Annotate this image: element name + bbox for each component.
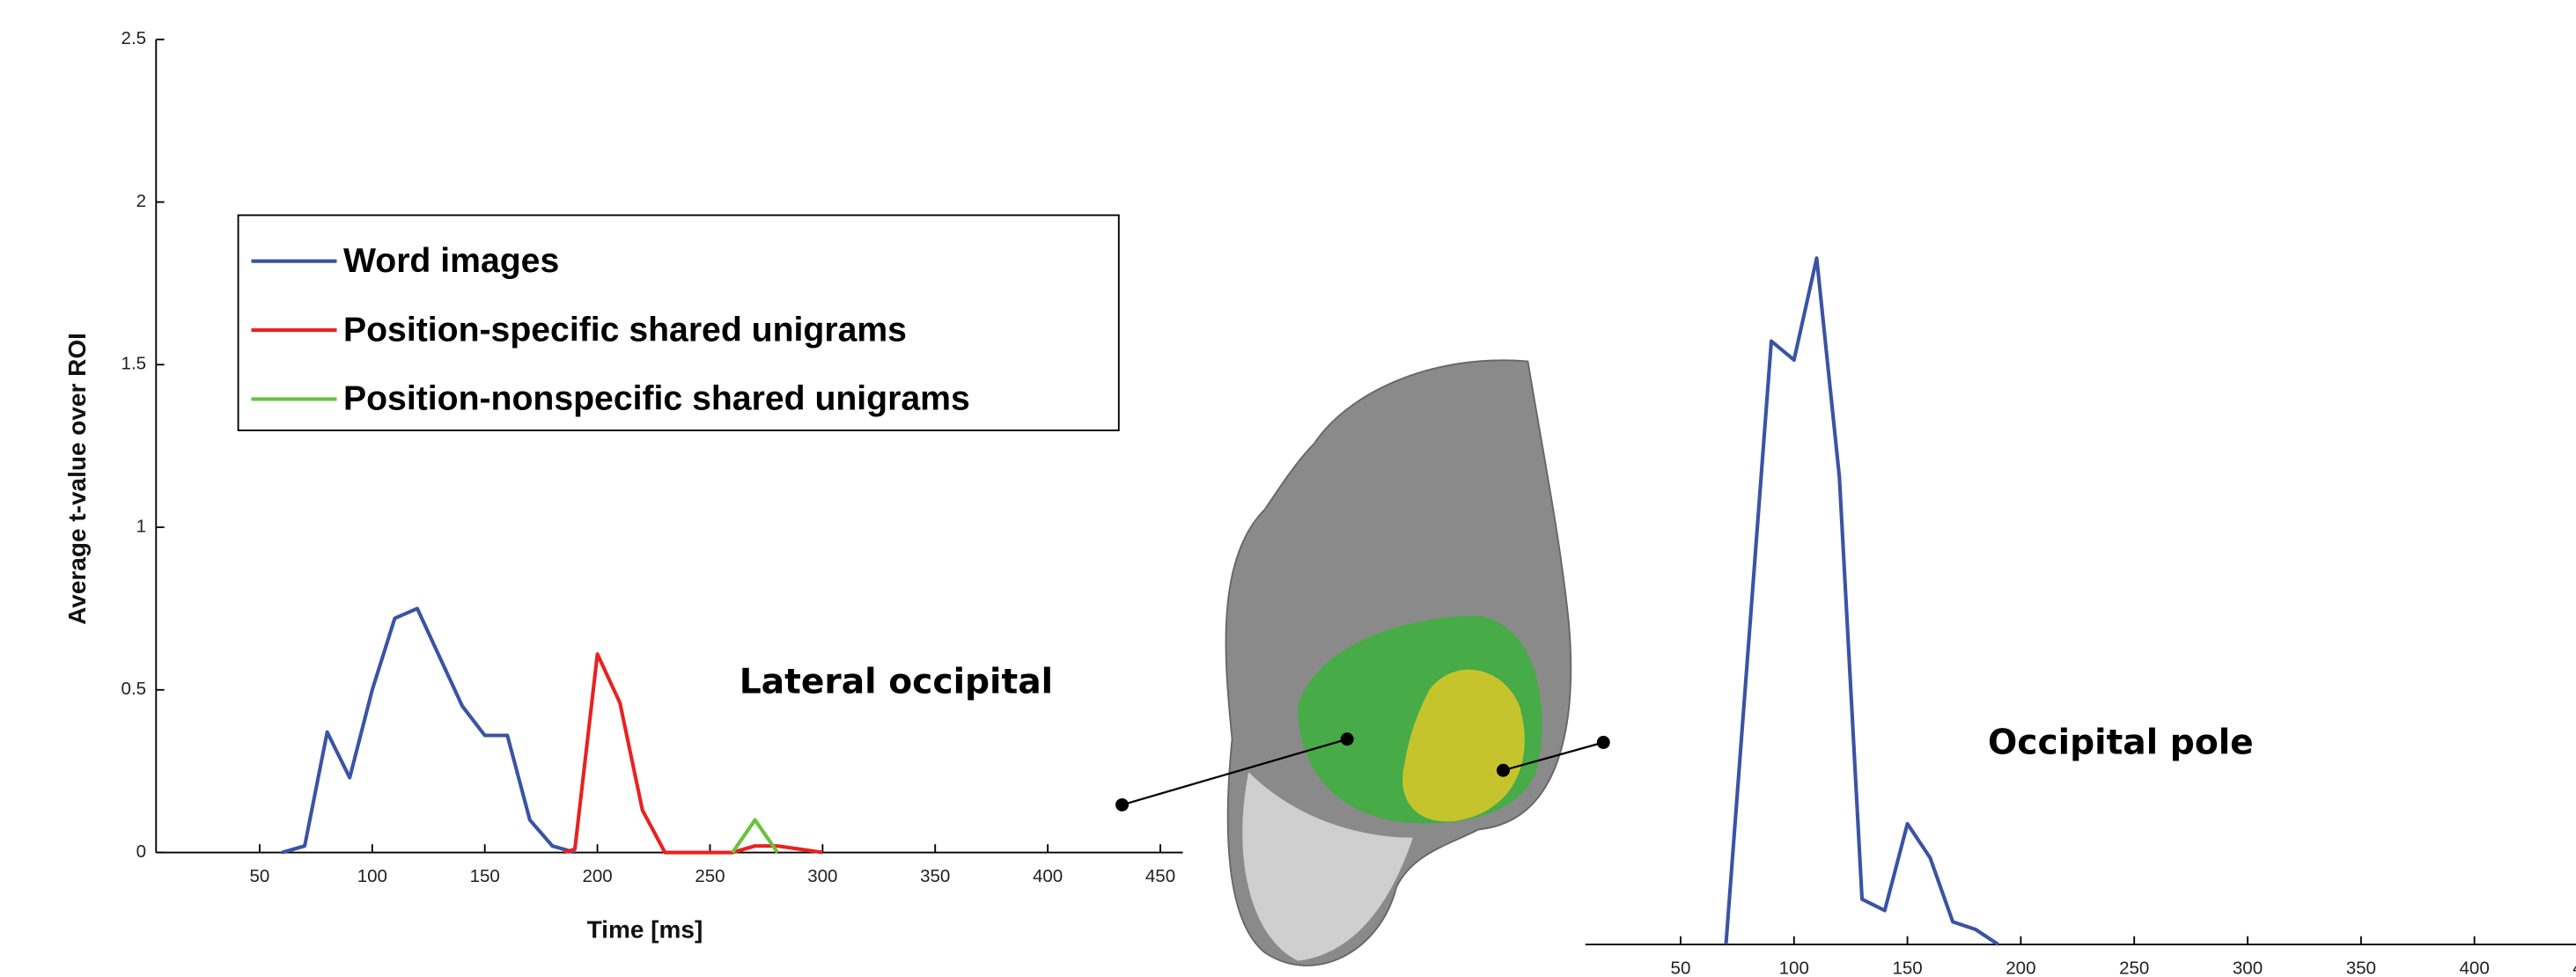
y-tick-label: 1.5 [121, 354, 147, 374]
x-tick-label: 400 [2460, 958, 2490, 977]
y-tick-label: 2.5 [121, 28, 147, 48]
x-tick-label: 150 [470, 866, 500, 886]
x-tick-label: 50 [250, 866, 270, 886]
y-axis-label: Average t-value over ROI [63, 333, 91, 625]
x-tick-label: 350 [2346, 958, 2376, 977]
annotation: Occipital pole [1988, 724, 2254, 763]
x-tick-label: 250 [695, 866, 725, 886]
annotation: Lateral occipital [740, 663, 1053, 702]
x-tick-label: 200 [2006, 958, 2035, 977]
legend-label: Position-specific shared unigrams [343, 311, 907, 349]
x-tick-label: 100 [357, 866, 387, 886]
x-tick-label: 250 [2119, 958, 2149, 977]
x-tick-label: 200 [582, 866, 612, 886]
data-line [282, 608, 574, 852]
x-axis-label: Time [ms] [587, 916, 703, 944]
y-tick-label: 0 [136, 841, 146, 862]
x-tick-label: 300 [807, 866, 837, 886]
brain-render [1226, 360, 1571, 966]
y-tick-label: 1 [136, 516, 146, 536]
legend-label: Word images [343, 242, 559, 280]
y-tick-label: 0.5 [121, 679, 147, 699]
x-tick-label: 300 [2233, 958, 2263, 977]
x-tick-label: 400 [1033, 866, 1063, 886]
figure: 50 100 150 200 250 300 350 400 450 0 0.5 1 1.5 2 2.5 Ti… [0, 0, 2576, 977]
x-tick-label: 50 [1671, 958, 1691, 977]
data-line [1726, 258, 1998, 944]
x-tick-label: 150 [1892, 958, 1922, 977]
x-tick-label: 350 [920, 866, 950, 886]
x-tick-label: 450 [2572, 958, 2576, 977]
x-tick-label: 100 [1779, 958, 1809, 977]
legend-label: Position-nonspecific shared unigrams [343, 380, 970, 418]
x-tick-label: 450 [1145, 866, 1175, 886]
y-tick-label: 2 [136, 191, 146, 211]
